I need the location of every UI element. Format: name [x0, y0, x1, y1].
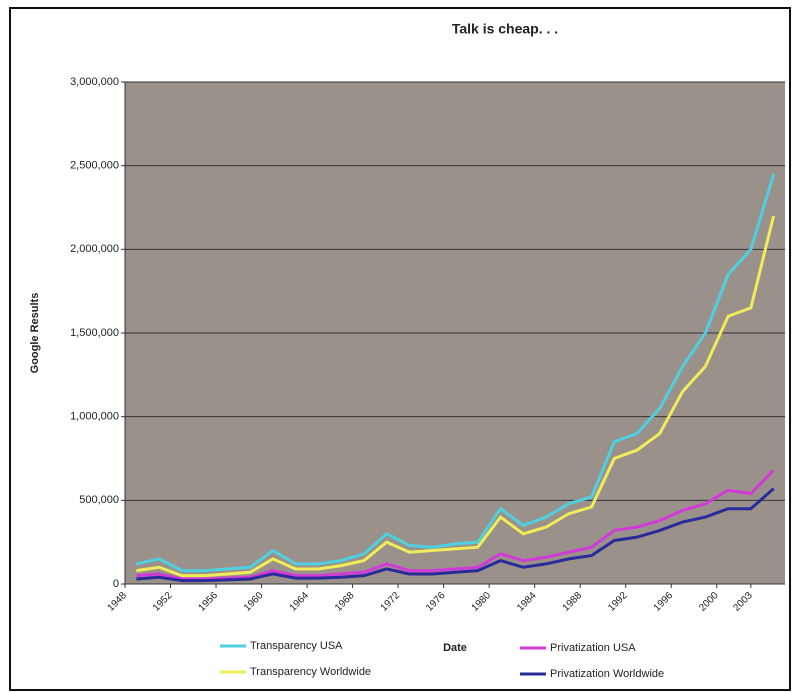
y-tick-label: 1,000,000 — [70, 411, 119, 423]
y-tick-label: 0 — [113, 578, 119, 590]
series-line — [136, 487, 775, 583]
legend-label: Privatization USA — [550, 642, 636, 654]
legend-label: Transparency Worldwide — [250, 666, 371, 678]
series-line — [136, 215, 776, 578]
y-axis-title: Google Results — [29, 293, 41, 374]
series-line — [136, 173, 776, 573]
y-tick-label: 2,000,000 — [70, 243, 119, 255]
series-line — [136, 469, 775, 581]
x-axis-title: Date — [443, 642, 467, 654]
y-tick-label: 3,000,000 — [70, 76, 119, 88]
chart-title: Talk is cheap. . . — [452, 21, 558, 37]
legend-label: Transparency USA — [250, 640, 343, 652]
y-tick-label: 500,000 — [79, 494, 119, 506]
legend-label: Privatization Worldwide — [550, 668, 664, 680]
y-tick-label: 1,500,000 — [70, 327, 119, 339]
y-tick-label: 2,500,000 — [70, 160, 119, 172]
